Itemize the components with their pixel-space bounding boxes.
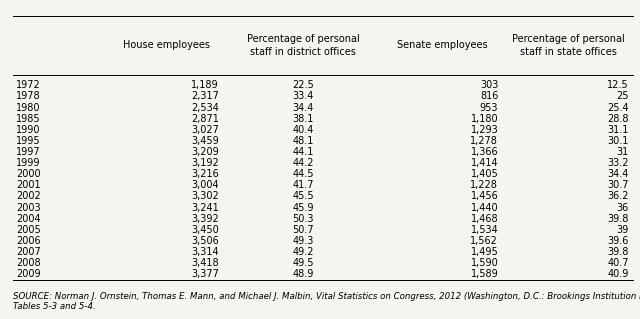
- Text: 1972: 1972: [16, 80, 41, 90]
- Text: 2008: 2008: [16, 258, 40, 268]
- Text: 3,506: 3,506: [191, 236, 219, 246]
- Text: 36.2: 36.2: [607, 191, 628, 202]
- Text: 1,456: 1,456: [470, 191, 499, 202]
- Text: 953: 953: [480, 103, 499, 113]
- Text: 1,440: 1,440: [470, 203, 499, 212]
- Text: 34.4: 34.4: [292, 103, 314, 113]
- Text: 41.7: 41.7: [292, 180, 314, 190]
- Text: 38.1: 38.1: [292, 114, 314, 124]
- Text: 3,027: 3,027: [191, 125, 219, 135]
- Text: 1995: 1995: [16, 136, 40, 146]
- Text: 31: 31: [616, 147, 628, 157]
- Text: 49.5: 49.5: [292, 258, 314, 268]
- Text: 2002: 2002: [16, 191, 41, 202]
- Text: 1,589: 1,589: [470, 269, 499, 279]
- Text: 1,590: 1,590: [470, 258, 499, 268]
- Text: 28.8: 28.8: [607, 114, 628, 124]
- Text: 36: 36: [616, 203, 628, 212]
- Text: 1,180: 1,180: [470, 114, 499, 124]
- Text: 33.4: 33.4: [292, 92, 314, 101]
- Text: 2004: 2004: [16, 214, 40, 224]
- Text: 3,314: 3,314: [191, 247, 219, 257]
- Text: 1997: 1997: [16, 147, 40, 157]
- Text: 2006: 2006: [16, 236, 40, 246]
- Text: 2007: 2007: [16, 247, 41, 257]
- Text: 3,392: 3,392: [191, 214, 219, 224]
- Text: 49.2: 49.2: [292, 247, 314, 257]
- Text: 48.1: 48.1: [292, 136, 314, 146]
- Text: 1999: 1999: [16, 158, 40, 168]
- Text: 2,317: 2,317: [191, 92, 219, 101]
- Text: House employees: House employees: [123, 41, 210, 50]
- Text: SOURCE: Norman J. Ornstein, Thomas E. Mann, and Michael J. Malbin, Vital Statist: SOURCE: Norman J. Ornstein, Thomas E. Ma…: [13, 292, 640, 301]
- Text: 2009: 2009: [16, 269, 40, 279]
- Text: 2,871: 2,871: [191, 114, 219, 124]
- Text: 3,209: 3,209: [191, 147, 219, 157]
- Text: 1985: 1985: [16, 114, 40, 124]
- Text: 3,302: 3,302: [191, 191, 219, 202]
- Text: 25: 25: [616, 92, 628, 101]
- Text: 3,216: 3,216: [191, 169, 219, 179]
- Text: 33.2: 33.2: [607, 158, 628, 168]
- Text: 30.1: 30.1: [607, 136, 628, 146]
- Text: 1978: 1978: [16, 92, 40, 101]
- Text: 3,241: 3,241: [191, 203, 219, 212]
- Text: 1,534: 1,534: [470, 225, 499, 235]
- Text: 3,450: 3,450: [191, 225, 219, 235]
- Text: 3,459: 3,459: [191, 136, 219, 146]
- Text: 48.9: 48.9: [292, 269, 314, 279]
- Text: 2003: 2003: [16, 203, 40, 212]
- Text: 1,414: 1,414: [470, 158, 499, 168]
- Text: 50.3: 50.3: [292, 214, 314, 224]
- Text: 31.1: 31.1: [607, 125, 628, 135]
- Text: Percentage of personal
staff in state offices: Percentage of personal staff in state of…: [512, 34, 625, 57]
- Text: 45.5: 45.5: [292, 191, 314, 202]
- Text: 1,278: 1,278: [470, 136, 499, 146]
- Text: 1,189: 1,189: [191, 80, 219, 90]
- Text: 39: 39: [616, 225, 628, 235]
- Text: 1980: 1980: [16, 103, 40, 113]
- Text: 2,534: 2,534: [191, 103, 219, 113]
- Text: Tables 5-3 and 5-4.: Tables 5-3 and 5-4.: [13, 302, 95, 311]
- Text: 45.9: 45.9: [292, 203, 314, 212]
- Text: 25.4: 25.4: [607, 103, 628, 113]
- Text: 2005: 2005: [16, 225, 41, 235]
- Text: 12.5: 12.5: [607, 80, 628, 90]
- Text: 39.6: 39.6: [607, 236, 628, 246]
- Text: Senate employees: Senate employees: [397, 41, 488, 50]
- Text: 1,495: 1,495: [470, 247, 499, 257]
- Text: 1,293: 1,293: [470, 125, 499, 135]
- Text: 1,562: 1,562: [470, 236, 499, 246]
- Text: 34.4: 34.4: [607, 169, 628, 179]
- Text: 39.8: 39.8: [607, 214, 628, 224]
- Text: 3,377: 3,377: [191, 269, 219, 279]
- Text: 3,418: 3,418: [191, 258, 219, 268]
- Text: 49.3: 49.3: [292, 236, 314, 246]
- Text: 30.7: 30.7: [607, 180, 628, 190]
- Text: 39.8: 39.8: [607, 247, 628, 257]
- Text: 40.9: 40.9: [607, 269, 628, 279]
- Text: 1,228: 1,228: [470, 180, 499, 190]
- Text: 50.7: 50.7: [292, 225, 314, 235]
- Text: 2000: 2000: [16, 169, 40, 179]
- Text: 1990: 1990: [16, 125, 40, 135]
- Text: 44.5: 44.5: [292, 169, 314, 179]
- Text: 44.2: 44.2: [292, 158, 314, 168]
- Text: 3,192: 3,192: [191, 158, 219, 168]
- Text: 22.5: 22.5: [292, 80, 314, 90]
- Text: Percentage of personal
staff in district offices: Percentage of personal staff in district…: [246, 34, 360, 57]
- Text: 816: 816: [480, 92, 499, 101]
- Text: 1,468: 1,468: [470, 214, 499, 224]
- Text: 40.7: 40.7: [607, 258, 628, 268]
- Text: 1,405: 1,405: [470, 169, 499, 179]
- Text: 303: 303: [480, 80, 499, 90]
- Text: 1,366: 1,366: [470, 147, 499, 157]
- Text: 44.1: 44.1: [292, 147, 314, 157]
- Text: 40.4: 40.4: [292, 125, 314, 135]
- Text: 3,004: 3,004: [191, 180, 219, 190]
- Text: 2001: 2001: [16, 180, 40, 190]
